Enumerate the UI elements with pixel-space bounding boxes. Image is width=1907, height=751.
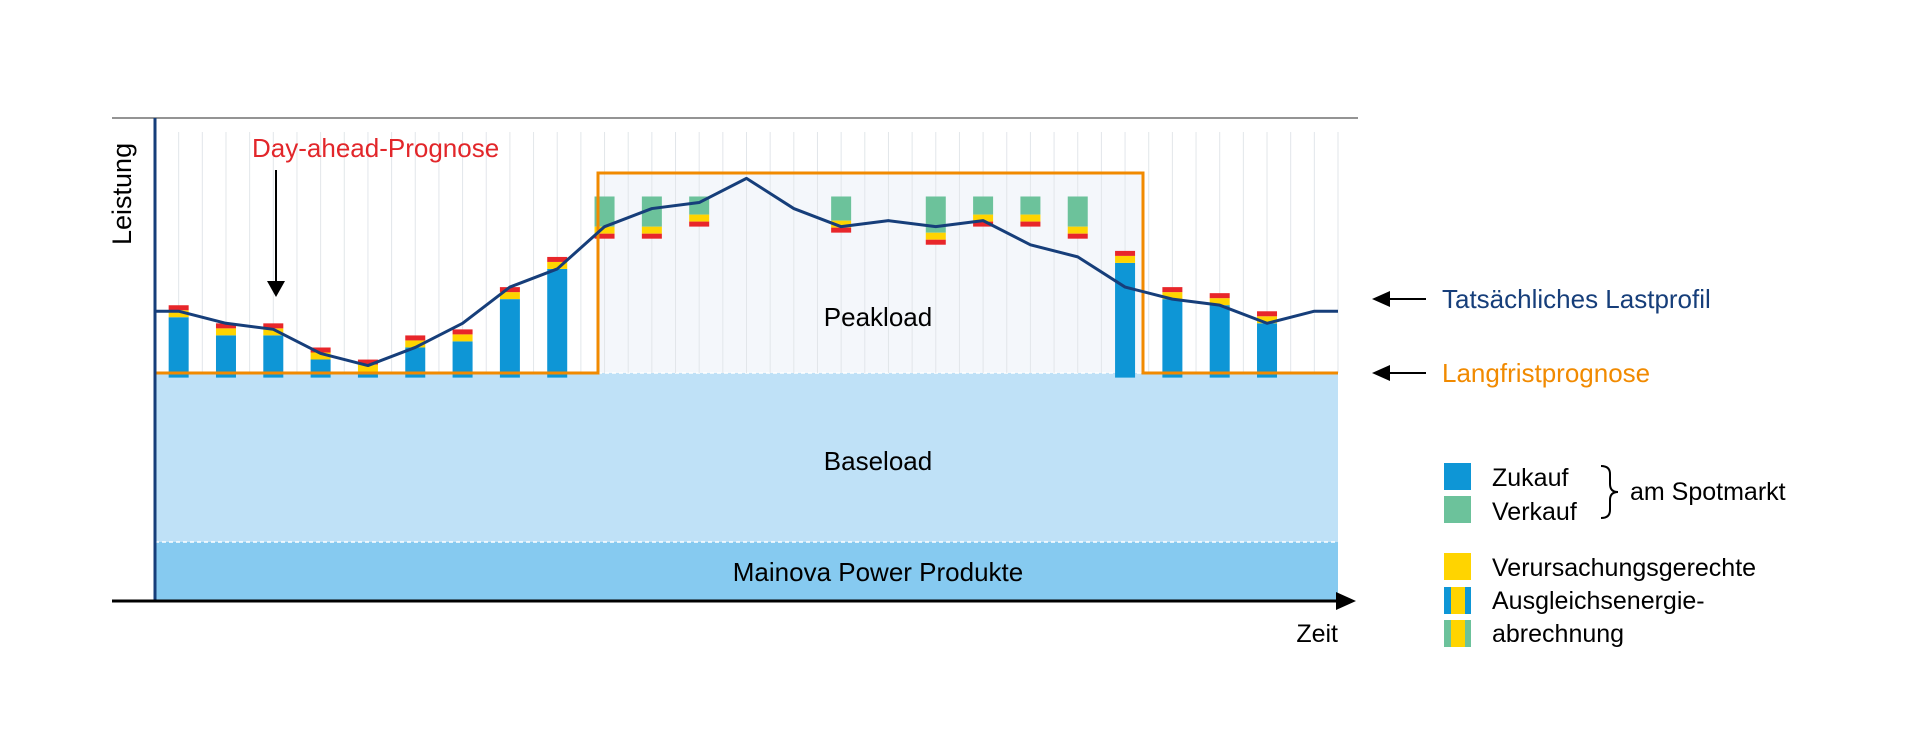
- x-axis-arrowhead: [1336, 592, 1356, 610]
- buy-bar: [168, 317, 189, 378]
- mainova-area: [155, 542, 1338, 601]
- balance-yellow-mark: [1067, 226, 1088, 234]
- legend-buy-label: Zukauf: [1492, 464, 1568, 492]
- legend-causal-line3: abrechnung: [1492, 620, 1624, 648]
- balance-red-mark: [547, 256, 568, 262]
- day-ahead-label: Day-ahead-Prognose: [252, 133, 499, 163]
- legend-causal-buy-swatch-c: [1465, 587, 1471, 614]
- buy-bar: [1209, 305, 1230, 378]
- peakload-area: [598, 173, 1143, 373]
- balance-red-mark: [499, 287, 520, 293]
- balance-yellow-mark: [831, 220, 852, 228]
- legend: Zukauf Verkauf am Spotmarkt Verursachung…: [1444, 463, 1786, 648]
- balance-yellow-mark: [263, 328, 284, 336]
- sell-bar: [831, 196, 852, 221]
- balance-yellow-mark: [689, 214, 710, 222]
- actual-profile-label: Tatsächliches Lastprofil: [1442, 284, 1711, 314]
- legend-causal-yellow-swatch: [1444, 553, 1471, 580]
- balance-yellow-mark: [357, 364, 378, 372]
- sell-bar: [973, 196, 994, 215]
- balance-red-mark: [1209, 293, 1230, 299]
- buy-bar: [1115, 262, 1136, 378]
- balance-yellow-mark: [973, 214, 994, 222]
- baseload-area: [155, 373, 1338, 542]
- balance-red-mark: [1067, 233, 1088, 239]
- legend-causal-sell-swatch-a: [1444, 620, 1451, 647]
- baseload-label: Baseload: [824, 446, 932, 476]
- balance-yellow-mark: [925, 232, 946, 240]
- grid-lines: [154, 132, 1339, 373]
- balance-red-mark: [973, 221, 994, 227]
- balance-red-mark: [357, 359, 378, 365]
- legend-causal-buy-swatch-b: [1451, 587, 1465, 614]
- balance-yellow-mark: [547, 261, 568, 269]
- balance-red-mark: [452, 329, 473, 335]
- balance-red-mark: [1257, 311, 1278, 317]
- x-axis-label: Zeit: [1296, 620, 1338, 648]
- legend-causal-buy-swatch-a: [1444, 587, 1451, 614]
- long-term-label: Langfristprognose: [1442, 358, 1650, 388]
- balance-red-mark: [263, 323, 284, 329]
- buy-bar: [310, 359, 331, 378]
- balance-red-mark: [168, 305, 189, 311]
- balance-red-mark: [405, 335, 426, 341]
- balance-yellow-mark: [452, 334, 473, 342]
- buy-bar: [263, 335, 284, 378]
- sell-bar: [1020, 196, 1041, 215]
- balance-yellow-mark: [1115, 255, 1136, 263]
- buy-bar: [499, 299, 520, 378]
- balance-yellow-mark: [1020, 214, 1041, 222]
- legend-spot-label: am Spotmarkt: [1630, 478, 1786, 506]
- legend-causal-sell-swatch-c: [1465, 620, 1471, 647]
- buy-bar: [405, 347, 426, 378]
- balance-red-mark: [1115, 250, 1136, 256]
- balance-red-mark: [215, 323, 236, 329]
- balance-yellow-mark: [215, 328, 236, 336]
- balance-yellow-mark: [168, 310, 189, 318]
- day-ahead-arrowhead: [267, 281, 285, 297]
- legend-causal-sell-swatch-b: [1451, 620, 1465, 647]
- buy-bar: [357, 371, 378, 378]
- legend-causal-line2: Ausgleichsenergie-: [1492, 587, 1705, 615]
- buy-bar: [547, 268, 568, 378]
- balance-yellow-mark: [499, 292, 520, 300]
- balance-red-mark: [1020, 221, 1041, 227]
- balance-red-mark: [925, 239, 946, 245]
- balance-yellow-mark: [594, 226, 615, 234]
- buy-bar: [215, 335, 236, 378]
- balance-red-mark: [831, 227, 852, 233]
- balance-yellow-mark: [641, 226, 662, 234]
- peakload-label: Peakload: [824, 302, 932, 332]
- legend-sell-label: Verkauf: [1492, 498, 1577, 526]
- legend-buy-swatch: [1444, 463, 1471, 490]
- balance-yellow-mark: [1209, 298, 1230, 306]
- legend-causal-line1: Verursachungsgerechte: [1492, 554, 1756, 582]
- sell-bar: [1067, 196, 1088, 227]
- balance-yellow-mark: [405, 340, 426, 348]
- balance-red-mark: [594, 233, 615, 239]
- legend-sell-swatch: [1444, 496, 1471, 523]
- long-term-forecast-line: [155, 171, 1338, 375]
- balance-yellow-mark: [1257, 316, 1278, 324]
- sell-bar: [641, 196, 662, 227]
- actual-profile-arrowhead: [1372, 291, 1390, 307]
- balance-yellow-mark: [310, 352, 331, 360]
- mainova-label: Mainova Power Produkte: [733, 557, 1023, 587]
- balance-red-mark: [641, 233, 662, 239]
- sell-bar: [594, 196, 615, 227]
- spot-bars: [168, 196, 1278, 378]
- balance-red-mark: [310, 347, 331, 353]
- buy-bar: [1257, 323, 1278, 378]
- balance-red-mark: [689, 221, 710, 227]
- balance-yellow-mark: [1162, 292, 1183, 300]
- balance-red-mark: [1162, 287, 1183, 293]
- sell-bar: [925, 196, 946, 233]
- buy-bar: [1162, 299, 1183, 378]
- y-axis-label: Leistung: [107, 143, 137, 245]
- buy-bar: [452, 341, 473, 378]
- long-term-arrowhead: [1372, 365, 1390, 381]
- legend-brace-icon: [1600, 465, 1619, 519]
- actual-load-profile-line: [155, 176, 1338, 368]
